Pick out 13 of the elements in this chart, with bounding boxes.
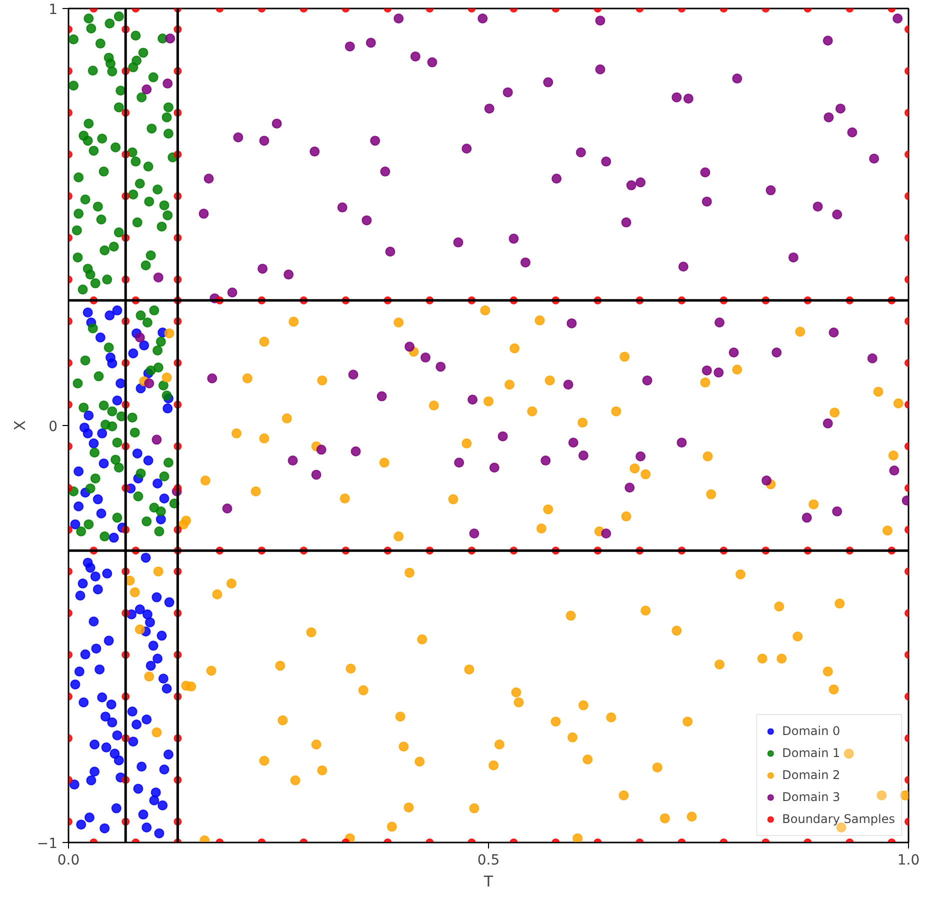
y-axis-title: X: [10, 420, 29, 431]
x-tick-label: 0.0: [57, 852, 80, 868]
legend-label: Domain 2: [782, 768, 840, 782]
x-axis-title: T: [482, 872, 494, 890]
legend-label: Domain 0: [782, 724, 840, 738]
legend-label: Domain 3: [782, 790, 840, 804]
legend-label: Domain 1: [782, 746, 840, 760]
x-tick-label: 1.0: [897, 852, 920, 868]
y-tick-label: 1: [48, 2, 58, 18]
y-tick-label: 0: [48, 419, 58, 435]
legend-label: Boundary Samples: [782, 812, 895, 826]
y-tick-label: −1: [36, 836, 58, 852]
x-tick-label: 0.5: [477, 852, 500, 868]
